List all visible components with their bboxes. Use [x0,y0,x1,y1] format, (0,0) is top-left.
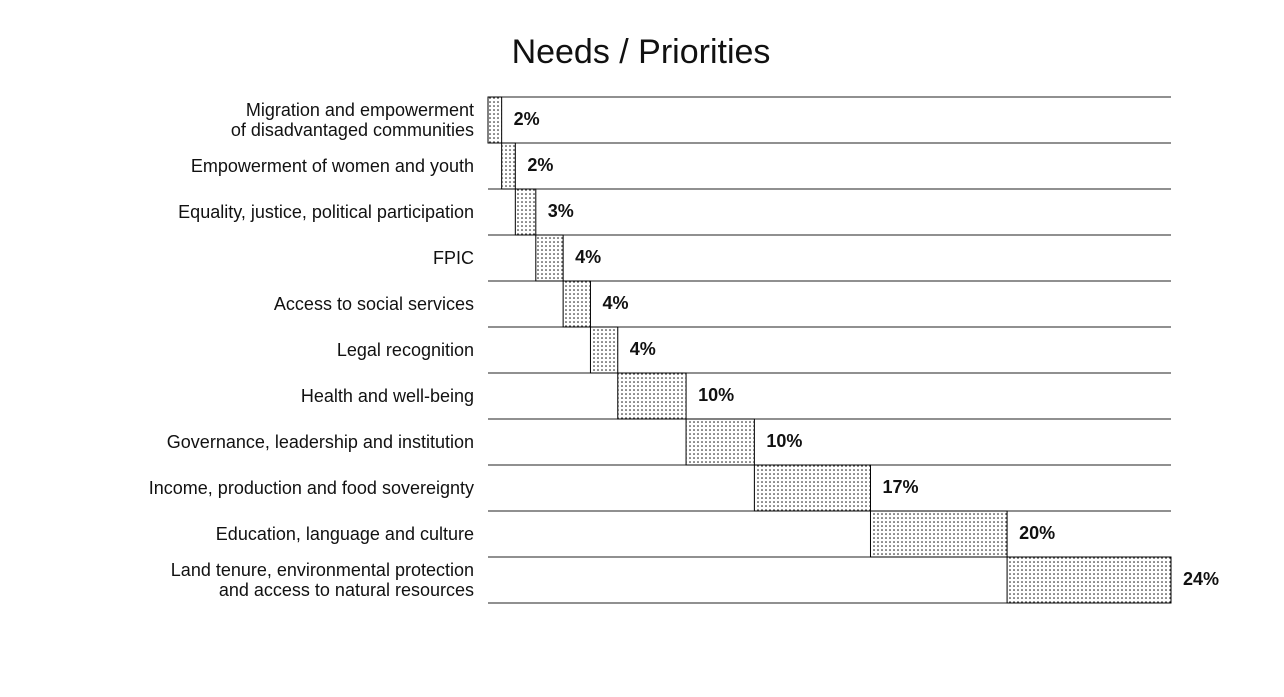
value-label: 4% [575,247,601,267]
bar [685,418,755,466]
bar [589,326,619,374]
bar [487,96,503,144]
value-label: 4% [630,339,656,359]
category-label: Access to social services [273,294,474,314]
category-label: Legal recognition [336,340,474,360]
value-label: 20% [1019,523,1055,543]
value-label: 2% [514,109,540,129]
bar [753,464,871,512]
bar [1006,556,1172,604]
category-label: Health and well-being [300,386,474,406]
value-label: 4% [602,293,628,313]
bar [514,188,537,236]
value-label: 2% [527,155,553,175]
bar [617,372,687,420]
value-label: 3% [548,201,574,221]
category-label: FPIC [432,248,474,268]
value-label: 10% [766,431,802,451]
category-label: Land tenure, environmental protection an… [170,560,474,600]
bar [562,280,591,328]
category-label: Migration and empowerment of disadvantag… [230,100,474,140]
bar [869,510,1008,558]
bar [535,234,564,282]
category-label: Equality, justice, political participati… [178,202,474,222]
bar [501,142,516,190]
category-label: Education, language and culture [215,524,474,544]
value-label: 17% [882,477,918,497]
chart-title: Needs / Priorities [512,33,771,71]
value-label: 24% [1183,569,1219,589]
category-label: Empowerment of women and youth [190,156,474,176]
value-label: 10% [698,385,734,405]
category-label: Governance, leadership and institution [166,432,474,452]
category-label: Income, production and food sovereignty [148,478,474,498]
